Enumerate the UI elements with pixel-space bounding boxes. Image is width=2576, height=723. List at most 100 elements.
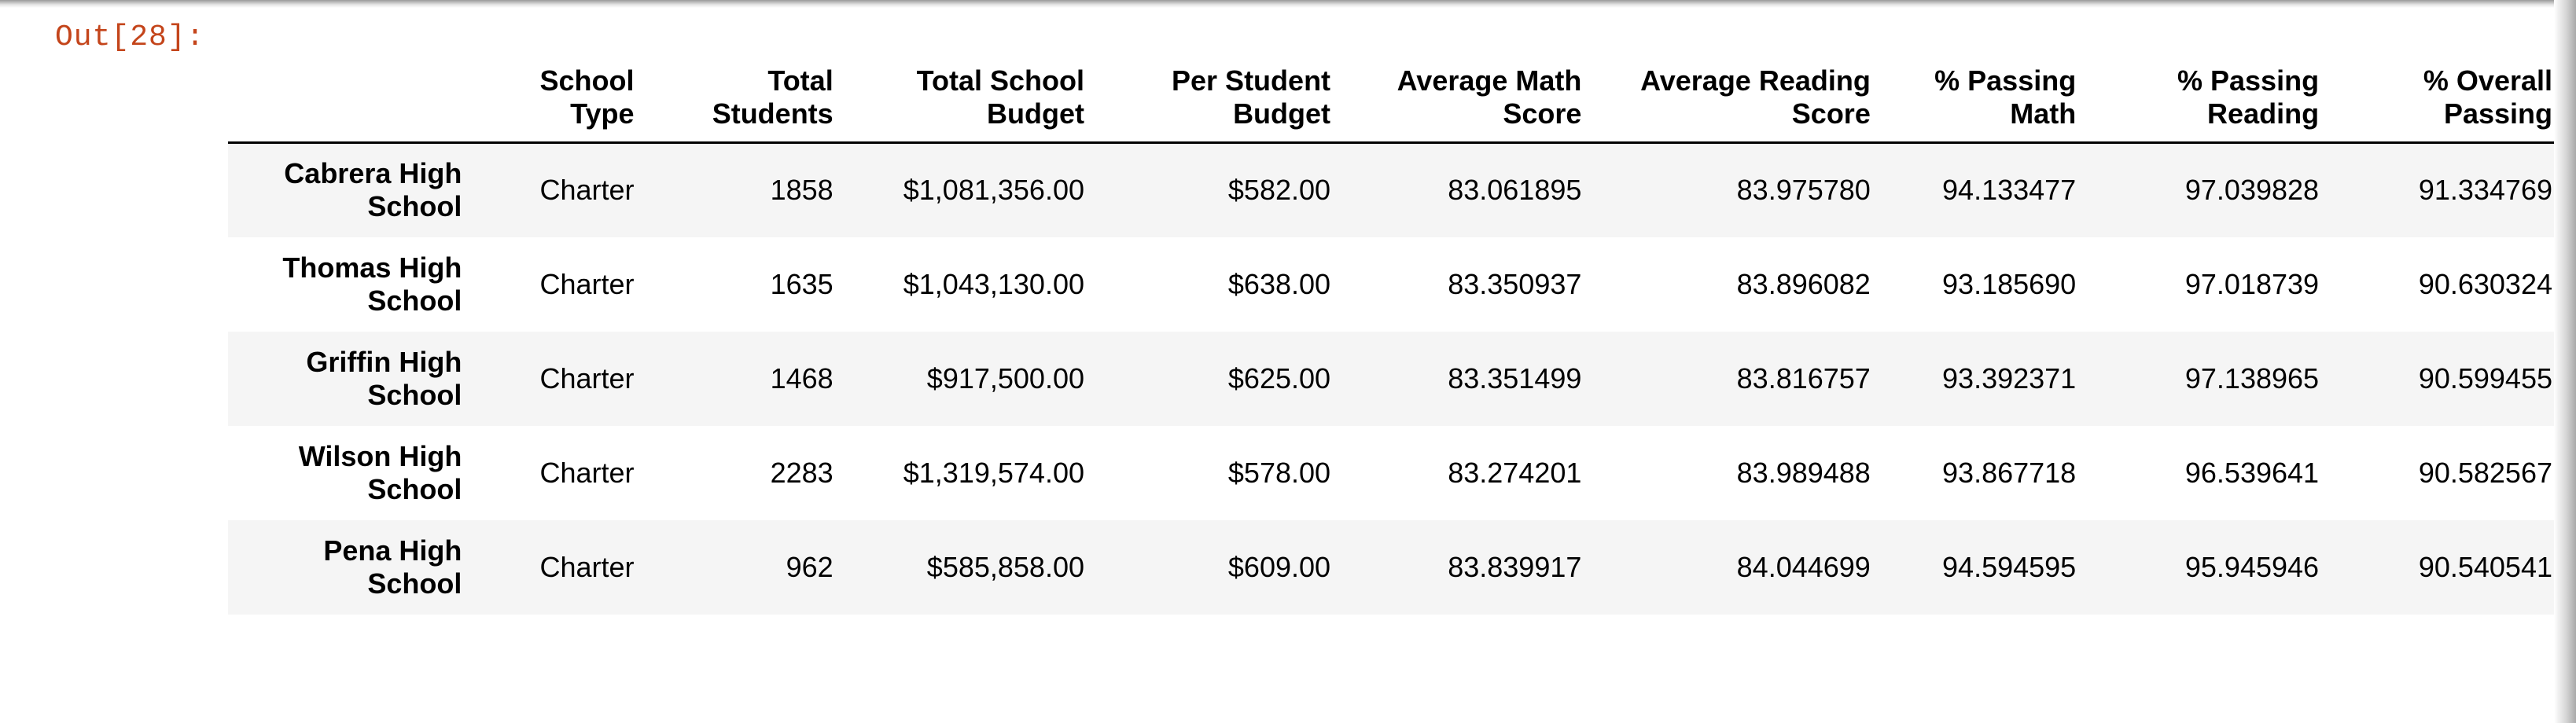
header-line: Per Student	[1172, 64, 1331, 97]
school-name-line: Thomas High	[282, 251, 462, 284]
cell-passing-reading: 96.539641	[2184, 456, 2320, 489]
cell-top-border	[0, 0, 2563, 8]
cell-passing-reading: 97.018739	[2184, 267, 2320, 300]
row-index-school-name: Griffin High School	[228, 332, 473, 426]
header-line: Total	[767, 64, 834, 97]
table-header: School Type Total Students Total School Bud…	[228, 53, 2563, 144]
header-line: Budget	[1233, 97, 1331, 130]
cell-total-school-budget: $1,043,130.00	[903, 267, 1084, 300]
column-header-passing-math: % Passing Math	[1881, 53, 2088, 144]
cell-total-students: 1635	[770, 267, 834, 300]
column-header-per-student-budget: Per Student Budget	[1095, 53, 1342, 144]
school-name-line: School	[367, 284, 462, 317]
table-row: Thomas High School Charter 1635 $1,043,13…	[228, 237, 2563, 332]
header-line: Score	[1503, 97, 1582, 130]
header-line: % Overall	[2423, 64, 2552, 97]
cell-overall-passing: 90.630324	[2418, 267, 2552, 300]
cell-passing-math: 93.185690	[1942, 267, 2077, 300]
index-header	[228, 53, 473, 144]
cell-average-math-score: 83.274201	[1448, 456, 1582, 489]
cell-overall-passing: 90.582567	[2418, 456, 2552, 489]
school-name-line: Griffin High	[306, 345, 462, 378]
cell-total-students: 1858	[770, 174, 834, 207]
table-row: Griffin High School Charter 1468 $917,500…	[228, 331, 2563, 426]
cell-average-math-score: 83.351499	[1448, 362, 1582, 395]
row-index-school-name: Cabrera High School	[228, 143, 473, 237]
cell-passing-reading: 97.039828	[2184, 174, 2320, 207]
header-line: Average Math	[1397, 64, 1582, 97]
cell-passing-math: 94.594595	[1942, 550, 2077, 583]
row-index-school-name: Wilson High School	[228, 426, 473, 520]
cell-passing-reading: 97.138965	[2184, 362, 2320, 395]
cell-average-math-score: 83.839917	[1448, 550, 1582, 583]
cell-overall-passing: 90.540541	[2418, 550, 2552, 583]
column-header-passing-reading: % Passing Reading	[2087, 53, 2331, 144]
cell-average-reading-score: 83.989488	[1736, 456, 1871, 489]
row-index-school-name: Pena High School	[228, 520, 473, 615]
column-header-overall-passing: % Overall Passing	[2330, 53, 2563, 144]
column-header-average-math-score: Average Math Score	[1341, 53, 1593, 144]
school-name-line: Pena High	[323, 534, 462, 567]
header-line: Average Reading	[1640, 64, 1871, 97]
school-name-line: School	[367, 378, 462, 411]
column-header-school-type: School Type	[473, 53, 646, 144]
cell-passing-reading: 95.945946	[2184, 550, 2320, 583]
cell-per-student-budget: $578.00	[1227, 456, 1331, 489]
header-row: School Type Total Students Total School Bud…	[228, 53, 2563, 144]
row-index-school-name: Thomas High School	[228, 237, 473, 332]
column-header-total-school-budget: Total School Budget	[844, 53, 1095, 144]
school-name-line: Cabrera High	[284, 157, 462, 190]
header-line: Score	[1791, 97, 1871, 130]
cell-school-type: Charter	[539, 174, 635, 207]
school-name-line: School	[367, 472, 462, 505]
cell-average-reading-score: 83.816757	[1736, 362, 1871, 395]
cell-per-student-budget: $638.00	[1227, 267, 1331, 300]
cell-average-reading-score: 83.896082	[1736, 267, 1871, 300]
cell-school-type: Charter	[539, 456, 635, 489]
school-name-line: School	[367, 190, 462, 223]
header-line: Passing	[2443, 97, 2552, 130]
cell-total-school-budget: $1,081,356.00	[903, 174, 1084, 207]
cell-overall-passing: 91.334769	[2418, 174, 2552, 207]
school-name-line: Wilson High	[298, 439, 462, 472]
cell-passing-math: 93.867718	[1942, 456, 2077, 489]
header-line: Students	[712, 97, 834, 130]
column-header-average-reading-score: Average Reading Score	[1592, 53, 1882, 144]
table-row: Cabrera High School Charter 1858 $1,081,3…	[228, 142, 2563, 237]
cell-passing-math: 94.133477	[1942, 174, 2077, 207]
cell-total-school-budget: $917,500.00	[926, 362, 1084, 395]
header-line: Total School	[916, 64, 1084, 97]
dataframe-table: School Type Total Students Total School Bud…	[228, 53, 2563, 615]
table-row: Wilson High School Charter 2283 $1,319,57…	[228, 426, 2563, 520]
cell-school-type: Charter	[539, 267, 635, 300]
cell-average-math-score: 83.350937	[1448, 267, 1582, 300]
cell-school-type: Charter	[539, 362, 635, 395]
header-line: School	[539, 64, 635, 97]
output-prompt: Out[28]:	[55, 20, 205, 54]
cell-average-reading-score: 84.044699	[1736, 550, 1871, 583]
column-header-total-students: Total Students	[645, 53, 845, 144]
header-line: Type	[570, 97, 635, 130]
cell-per-student-budget: $625.00	[1227, 362, 1331, 395]
cell-total-school-budget: $1,319,574.00	[903, 456, 1084, 489]
cell-school-type: Charter	[539, 550, 635, 583]
cell-total-school-budget: $585,858.00	[926, 550, 1084, 583]
cell-total-students: 962	[786, 550, 834, 583]
cell-total-students: 2283	[770, 456, 834, 489]
cell-passing-math: 93.392371	[1942, 362, 2077, 395]
header-line: Math	[2010, 97, 2077, 130]
cell-overall-passing: 90.599455	[2418, 362, 2552, 395]
header-line: Budget	[987, 97, 1084, 130]
header-line: % Passing	[2177, 64, 2320, 97]
school-name-line: School	[367, 567, 462, 600]
cell-per-student-budget: $609.00	[1227, 550, 1331, 583]
table-row: Pena High School Charter 962 $585,858.00 …	[228, 519, 2563, 615]
window-right-edge	[2554, 0, 2576, 723]
cell-total-students: 1468	[770, 362, 834, 395]
cell-per-student-budget: $582.00	[1227, 174, 1331, 207]
cell-average-math-score: 83.061895	[1448, 174, 1582, 207]
table-body: Cabrera High School Charter 1858 $1,081,3…	[228, 142, 2563, 615]
header-line: Reading	[2207, 97, 2320, 130]
cell-average-reading-score: 83.975780	[1736, 174, 1871, 207]
